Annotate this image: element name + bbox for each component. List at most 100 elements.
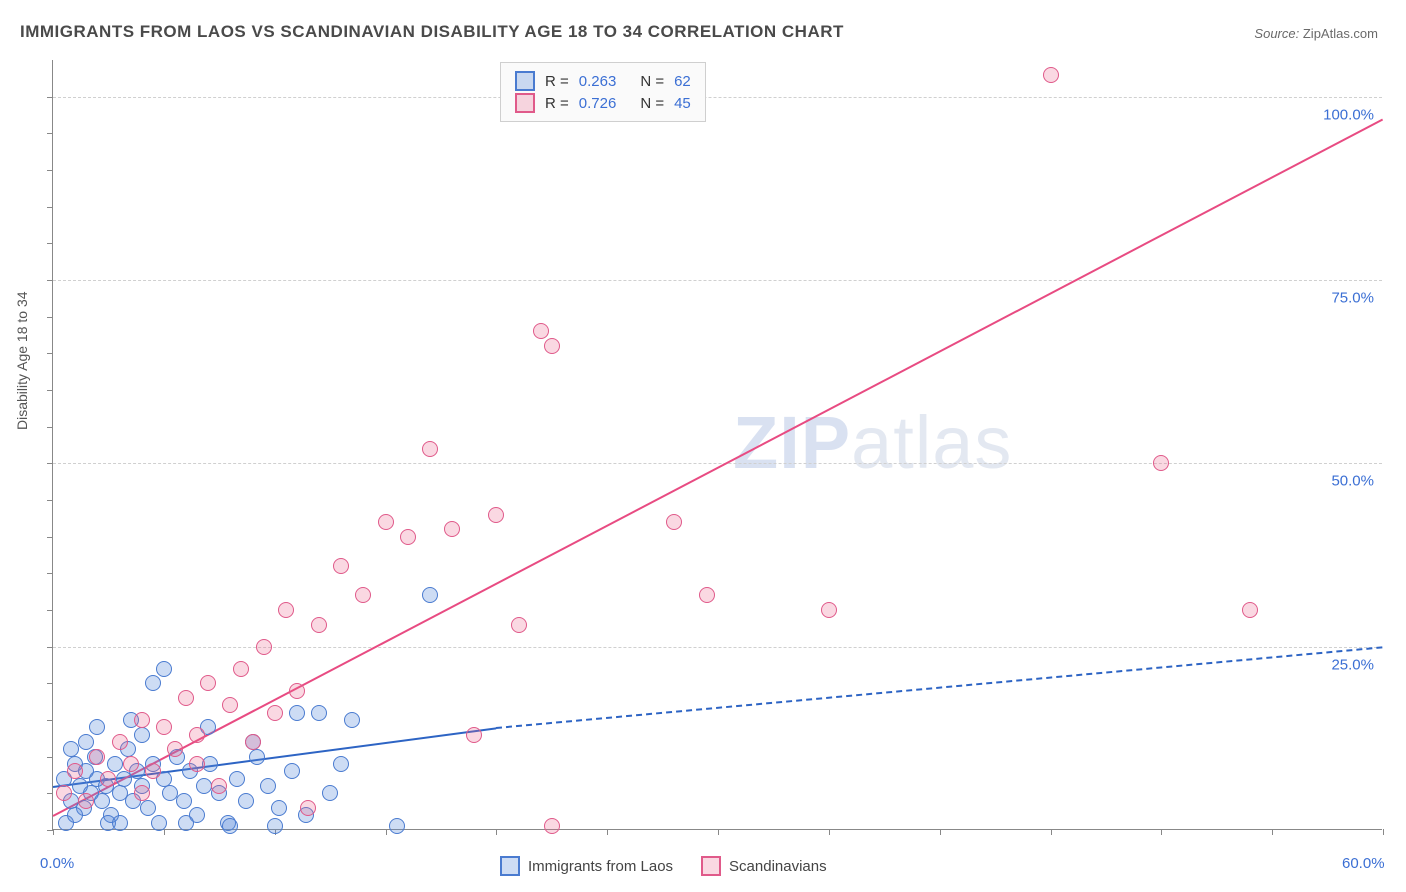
- r-label: R =: [545, 95, 569, 112]
- data-point: [78, 734, 94, 750]
- data-point: [211, 778, 227, 794]
- data-point: [156, 719, 172, 735]
- gridline: [53, 97, 1382, 98]
- data-point: [134, 712, 150, 728]
- data-point: [260, 778, 276, 794]
- x-tick: [53, 829, 54, 835]
- data-point: [466, 727, 482, 743]
- data-point: [322, 785, 338, 801]
- x-tick: [829, 829, 830, 835]
- trend-line: [496, 647, 1383, 730]
- data-point: [222, 818, 238, 834]
- data-point: [140, 800, 156, 816]
- data-point: [249, 749, 265, 765]
- y-tick: [47, 537, 53, 538]
- data-point: [176, 793, 192, 809]
- data-point: [533, 323, 549, 339]
- series-legend: Immigrants from Laos Scandinavians: [500, 856, 827, 876]
- y-tick: [47, 97, 53, 98]
- legend-swatch: [701, 856, 721, 876]
- data-point: [78, 793, 94, 809]
- data-point: [544, 818, 560, 834]
- n-value: 45: [674, 95, 691, 112]
- data-point: [178, 815, 194, 831]
- y-tick: [47, 757, 53, 758]
- data-point: [196, 778, 212, 794]
- x-tick: [164, 829, 165, 835]
- data-point: [289, 705, 305, 721]
- source-value: ZipAtlas.com: [1303, 26, 1378, 41]
- watermark: ZIPatlas: [733, 400, 1012, 485]
- trend-line: [53, 119, 1384, 817]
- source-attribution: Source: ZipAtlas.com: [1254, 26, 1378, 41]
- data-point: [311, 705, 327, 721]
- y-tick: [47, 500, 53, 501]
- r-label: R =: [545, 73, 569, 90]
- data-point: [699, 587, 715, 603]
- data-point: [300, 800, 316, 816]
- x-tick: [718, 829, 719, 835]
- r-value: 0.726: [579, 95, 617, 112]
- gridline: [53, 280, 1382, 281]
- data-point: [333, 756, 349, 772]
- data-point: [1242, 602, 1258, 618]
- legend-swatch: [500, 856, 520, 876]
- data-point: [145, 675, 161, 691]
- y-tick: [47, 720, 53, 721]
- x-tick: [607, 829, 608, 835]
- data-point: [145, 763, 161, 779]
- legend-label: Immigrants from Laos: [528, 858, 673, 875]
- data-point: [178, 690, 194, 706]
- data-point: [284, 763, 300, 779]
- data-point: [333, 558, 349, 574]
- y-tick: [47, 793, 53, 794]
- legend-swatch: [515, 93, 535, 113]
- data-point: [112, 815, 128, 831]
- watermark-atlas: atlas: [851, 401, 1012, 484]
- data-point: [156, 661, 172, 677]
- data-point: [167, 741, 183, 757]
- y-tick: [47, 170, 53, 171]
- data-point: [267, 818, 283, 834]
- data-point: [666, 514, 682, 530]
- data-point: [256, 639, 272, 655]
- y-tick: [47, 647, 53, 648]
- x-axis-min-label: 0.0%: [40, 855, 74, 872]
- data-point: [58, 815, 74, 831]
- data-point: [344, 712, 360, 728]
- data-point: [151, 815, 167, 831]
- gridline: [53, 647, 1382, 648]
- y-tick: [47, 243, 53, 244]
- y-tick: [47, 573, 53, 574]
- data-point: [422, 441, 438, 457]
- y-tick-label: 75.0%: [1331, 290, 1374, 307]
- y-tick: [47, 317, 53, 318]
- watermark-zip: ZIP: [733, 401, 851, 484]
- n-label: N =: [640, 73, 664, 90]
- data-point: [355, 587, 371, 603]
- legend-label: Scandinavians: [729, 858, 827, 875]
- data-point: [89, 719, 105, 735]
- y-tick: [47, 353, 53, 354]
- data-point: [311, 617, 327, 633]
- data-point: [544, 338, 560, 354]
- x-tick: [386, 829, 387, 835]
- data-point: [189, 756, 205, 772]
- x-tick: [1383, 829, 1384, 835]
- data-point: [67, 763, 83, 779]
- y-tick-label: 50.0%: [1331, 473, 1374, 490]
- data-point: [1043, 67, 1059, 83]
- data-point: [511, 617, 527, 633]
- n-label: N =: [640, 95, 664, 112]
- y-tick: [47, 463, 53, 464]
- data-point: [488, 507, 504, 523]
- data-point: [238, 793, 254, 809]
- r-value: 0.263: [579, 73, 617, 90]
- x-tick: [940, 829, 941, 835]
- data-point: [222, 697, 238, 713]
- y-tick: [47, 280, 53, 281]
- legend-stats-row: R = 0.726 N = 45: [515, 93, 691, 113]
- y-tick: [47, 683, 53, 684]
- source-label: Source:: [1254, 26, 1299, 41]
- data-point: [189, 727, 205, 743]
